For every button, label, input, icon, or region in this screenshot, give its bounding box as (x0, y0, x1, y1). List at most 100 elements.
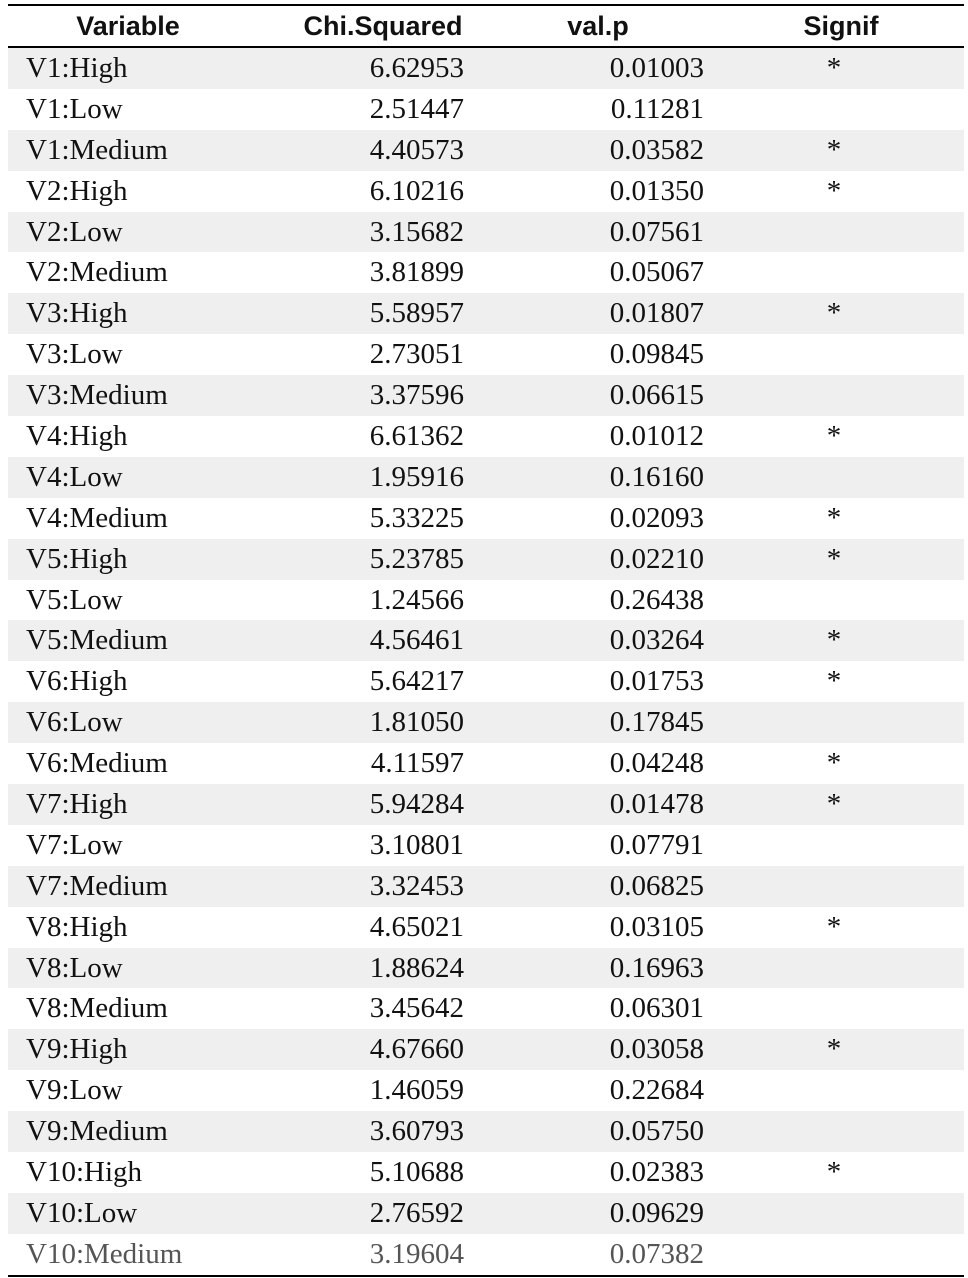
cell-chi-squared: 4.65021 (369, 910, 464, 943)
cell-signif: * (826, 133, 842, 166)
cell-variable: V2:Medium (26, 256, 168, 289)
cell-chi-squared: 6.61362 (369, 419, 464, 452)
cell-val-p: 0.01350 (609, 174, 704, 207)
cell-val-p: 0.06615 (609, 379, 704, 412)
cell-variable: V4:Medium (26, 501, 168, 534)
cell-variable: V10:Medium (26, 1237, 183, 1270)
header-chi-squared: Chi.Squared (303, 10, 463, 41)
cell-val-p: 0.03105 (609, 910, 704, 943)
cell-variable: V9:Low (26, 1074, 123, 1107)
cell-variable: V10:Low (26, 1196, 138, 1229)
cell-val-p: 0.22684 (609, 1074, 704, 1107)
table-row: V9:High 4.67660 0.03058 * (8, 1029, 964, 1071)
cell-variable: V7:High (26, 787, 128, 820)
cell-val-p: 0.05067 (609, 256, 704, 289)
cell-val-p: 0.16160 (609, 460, 704, 493)
cell-variable: V8:High (26, 910, 128, 943)
cell-signif: * (826, 1033, 842, 1066)
cell-variable: V6:Low (26, 706, 123, 739)
cell-val-p: 0.02210 (609, 542, 704, 575)
cell-variable: V5:Low (26, 583, 123, 616)
header-val-p: val.p (567, 10, 629, 41)
table-row: V5:Low 1.24566 0.26438 (8, 580, 964, 621)
table-row: V4:Low 1.95916 0.16160 (8, 456, 964, 498)
cell-variable: V2:Low (26, 215, 123, 248)
cell-variable: V3:Low (26, 338, 123, 371)
cell-variable: V6:Medium (26, 747, 168, 780)
cell-variable: V3:High (26, 297, 128, 330)
cell-val-p: 0.01478 (609, 787, 704, 820)
table-row: V3:High 5.58957 0.01807 * (8, 293, 964, 335)
table-row: V9:Low 1.46059 0.22684 (8, 1070, 964, 1111)
table-row: V9:Medium 3.60793 0.05750 (8, 1111, 964, 1153)
cell-signif: * (826, 174, 842, 207)
cell-chi-squared: 5.94284 (369, 787, 464, 820)
table-header-row: Variable Chi.Squared val.p Signif (8, 6, 964, 46)
table-row: V6:Low 1.81050 0.17845 (8, 702, 964, 744)
cell-val-p: 0.06825 (609, 869, 704, 902)
cell-chi-squared: 5.10688 (369, 1155, 464, 1188)
cell-val-p: 0.03582 (609, 133, 704, 166)
cell-variable: V5:High (26, 542, 128, 575)
cell-signif: * (826, 297, 842, 330)
cell-signif: * (826, 542, 842, 575)
cell-chi-squared: 2.76592 (369, 1196, 464, 1229)
cell-variable: V2:High (26, 174, 128, 207)
cell-val-p: 0.01012 (609, 419, 704, 452)
cell-chi-squared: 3.81899 (369, 256, 464, 289)
cell-variable: V9:Medium (26, 1115, 168, 1148)
cell-chi-squared: 5.64217 (369, 665, 464, 698)
cell-chi-squared: 3.45642 (369, 992, 464, 1025)
table-row: V10:Low 2.76592 0.09629 (8, 1192, 964, 1234)
table-row: V10:Medium 3.19604 0.07382 (8, 1234, 964, 1275)
cell-val-p: 0.06301 (609, 992, 704, 1025)
cell-chi-squared: 3.32453 (369, 869, 464, 902)
cell-chi-squared: 3.19604 (369, 1237, 464, 1270)
cell-signif: * (826, 51, 842, 84)
cell-signif: * (826, 501, 842, 534)
cell-val-p: 0.16963 (609, 951, 704, 984)
cell-signif: * (826, 747, 842, 780)
cell-chi-squared: 1.81050 (369, 706, 464, 739)
cell-variable: V10:High (26, 1155, 142, 1188)
cell-signif: * (826, 624, 842, 657)
table-row: V5:Medium 4.56461 0.03264 * (8, 620, 964, 662)
table-bottom-rule (8, 1274, 964, 1277)
cell-val-p: 0.02093 (609, 501, 704, 534)
cell-chi-squared: 2.73051 (369, 338, 464, 371)
cell-val-p: 0.01003 (609, 51, 704, 84)
cell-signif: * (826, 665, 842, 698)
table-row: V8:High 4.65021 0.03105 * (8, 907, 964, 948)
cell-variable: V3:Medium (26, 379, 168, 412)
cell-chi-squared: 4.56461 (369, 624, 464, 657)
cell-val-p: 0.07561 (609, 215, 704, 248)
table-row: V1:High 6.62953 0.01003 * (8, 48, 964, 89)
table-row: V7:High 5.94284 0.01478 * (8, 784, 964, 825)
chi-squared-table: Variable Chi.Squared val.p Signif V1:Hig… (8, 4, 964, 1277)
cell-val-p: 0.17845 (609, 706, 704, 739)
table-row: V3:Medium 3.37596 0.06615 (8, 375, 964, 417)
cell-val-p: 0.05750 (609, 1115, 704, 1148)
cell-signif: * (826, 787, 842, 820)
cell-val-p: 0.04248 (609, 747, 704, 780)
cell-val-p: 0.02383 (609, 1155, 704, 1188)
cell-val-p: 0.07791 (609, 828, 704, 861)
cell-val-p: 0.01807 (609, 297, 704, 330)
cell-chi-squared: 5.33225 (369, 501, 464, 534)
cell-variable: V8:Low (26, 951, 123, 984)
cell-signif: * (826, 1155, 842, 1188)
cell-chi-squared: 3.37596 (369, 379, 464, 412)
table-row: V7:Medium 3.32453 0.06825 (8, 865, 964, 907)
cell-chi-squared: 5.23785 (369, 542, 464, 575)
cell-signif: * (826, 910, 842, 943)
cell-variable: V8:Medium (26, 992, 168, 1025)
table-row: V2:High 6.10216 0.01350 * (8, 171, 964, 212)
table-row: V8:Low 1.88624 0.16963 (8, 947, 964, 989)
cell-variable: V4:Low (26, 460, 123, 493)
cell-chi-squared: 2.51447 (369, 92, 464, 125)
cell-chi-squared: 6.10216 (369, 174, 464, 207)
cell-variable: V1:Low (26, 92, 123, 125)
table-row: V1:Low 2.51447 0.11281 (8, 89, 964, 130)
cell-val-p: 0.07382 (609, 1237, 704, 1270)
table-row: V6:High 5.64217 0.01753 * (8, 661, 964, 702)
